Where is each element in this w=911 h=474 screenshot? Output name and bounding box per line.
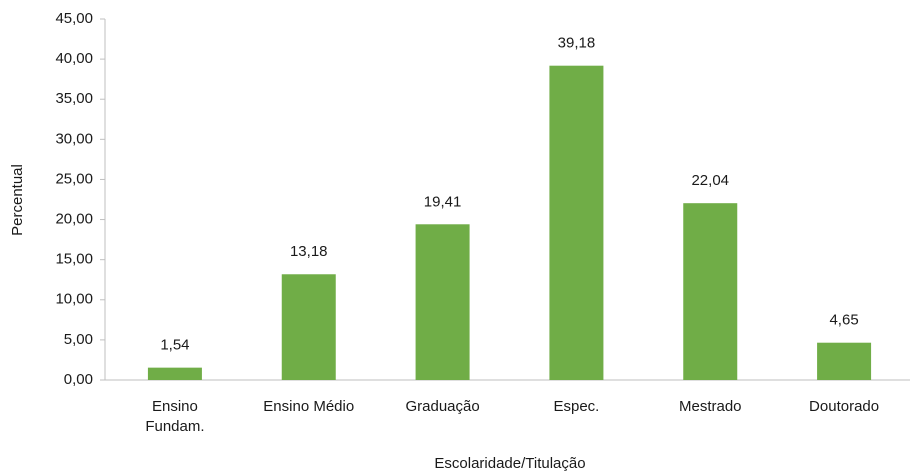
- y-axis-title: Percentual: [9, 164, 26, 236]
- x-tick-label: Doutorado: [809, 398, 879, 415]
- x-axis-title: Escolaridade/Titulação: [434, 455, 585, 472]
- y-tick-label: 45,00: [55, 10, 93, 27]
- x-tick-label: Graduação: [405, 398, 479, 415]
- bar: [281, 274, 336, 380]
- bar: [817, 342, 872, 380]
- x-tick-label: Espec.: [553, 398, 599, 415]
- y-tick-label: 40,00: [55, 50, 93, 67]
- x-tick-label: Ensino Fundam.: [145, 398, 204, 435]
- y-tick-label: 35,00: [55, 90, 93, 107]
- y-tick-label: 5,00: [64, 331, 93, 348]
- value-label: 4,65: [829, 312, 858, 329]
- x-tick-label: Mestrado: [679, 398, 742, 415]
- bar: [683, 203, 738, 380]
- value-label: 1,54: [160, 337, 189, 354]
- y-tick-label: 25,00: [55, 170, 93, 187]
- y-tick-label: 15,00: [55, 251, 93, 268]
- value-label: 19,41: [424, 193, 462, 210]
- value-label: 39,18: [558, 35, 596, 52]
- y-tick-label: 30,00: [55, 130, 93, 147]
- x-tick-label: Ensino Médio: [263, 398, 354, 415]
- y-tick-label: 20,00: [55, 211, 93, 228]
- bar: [415, 224, 470, 380]
- bar: [147, 367, 202, 380]
- y-tick-label: 0,00: [64, 371, 93, 388]
- bar: [549, 65, 604, 380]
- value-label: 13,18: [290, 243, 328, 260]
- value-label: 22,04: [691, 172, 729, 189]
- y-tick-label: 10,00: [55, 291, 93, 308]
